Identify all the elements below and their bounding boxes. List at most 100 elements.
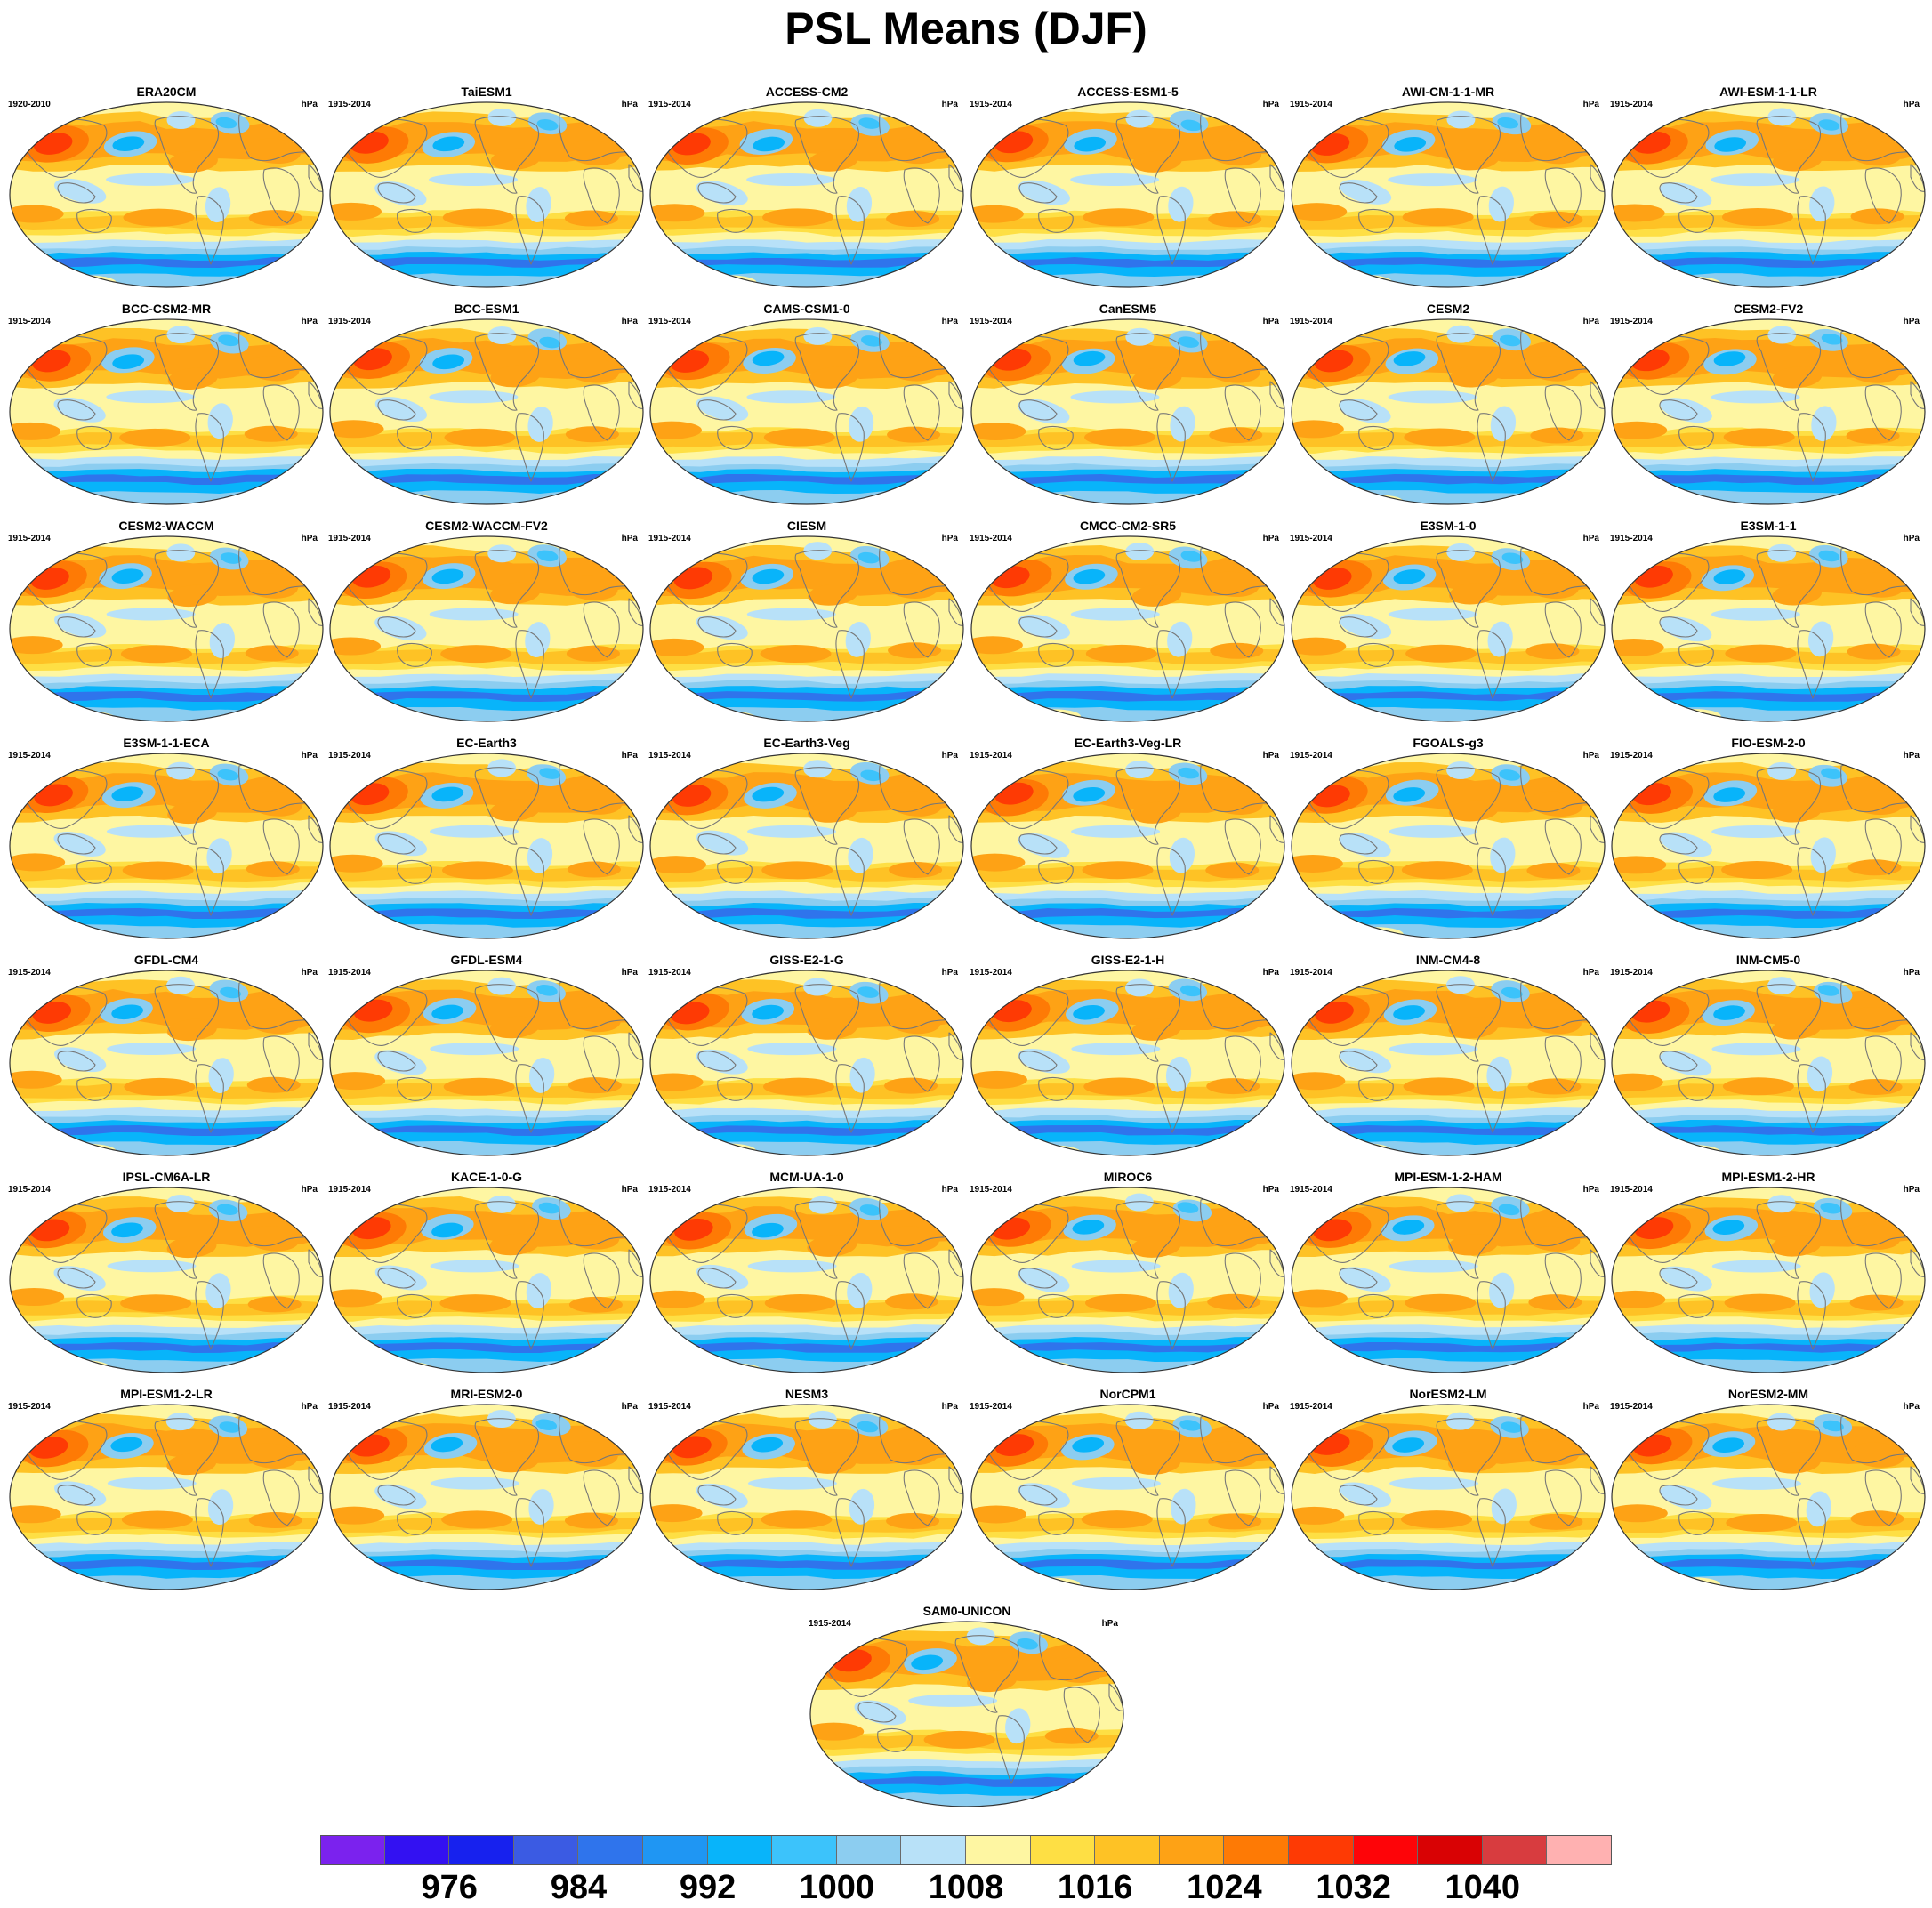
map-panel: BCC-ESM1 1915-2014 hPa bbox=[326, 302, 647, 508]
panel-years: 1915-2014 bbox=[970, 534, 1012, 543]
panel-title: EC-Earth3-Veg bbox=[763, 736, 850, 750]
panel-units: hPa bbox=[1903, 751, 1920, 761]
psl-map bbox=[1611, 318, 1926, 505]
panel-years: 1915-2014 bbox=[1610, 317, 1653, 326]
panel-title: CESM2-WACCM-FV2 bbox=[425, 519, 548, 533]
colorbar-swatch bbox=[1030, 1835, 1096, 1865]
psl-map bbox=[9, 970, 324, 1156]
panel-years: 1915-2014 bbox=[970, 100, 1012, 109]
colorbar-swatch bbox=[578, 1835, 643, 1865]
map-panel: MPI-ESM1-2-HR 1915-2014 hPa bbox=[1608, 1170, 1928, 1376]
psl-map bbox=[970, 1187, 1285, 1373]
panel-title: FIO-ESM-2-0 bbox=[1731, 736, 1806, 750]
panel-units: hPa bbox=[301, 1402, 318, 1412]
panel-title: CESM2-FV2 bbox=[1733, 302, 1804, 316]
colorbar-tick-label: 1032 bbox=[1316, 1869, 1391, 1906]
psl-map bbox=[1611, 535, 1926, 722]
map-panel: GFDL-ESM4 1915-2014 hPa bbox=[326, 953, 647, 1159]
map-panel: NESM3 1915-2014 hPa bbox=[647, 1387, 967, 1593]
panel-title: NorESM2-MM bbox=[1727, 1387, 1809, 1401]
psl-map bbox=[1611, 753, 1926, 939]
panel-years: 1915-2014 bbox=[328, 534, 371, 543]
panel-title: MCM-UA-1-0 bbox=[769, 1170, 844, 1184]
panel-title: MIROC6 bbox=[1103, 1170, 1153, 1184]
panel-units: hPa bbox=[621, 1185, 638, 1195]
panel-title: NorCPM1 bbox=[1099, 1387, 1156, 1401]
map-panel: CESM2 1915-2014 hPa bbox=[1288, 302, 1608, 508]
psl-map bbox=[9, 101, 324, 288]
panel-title: CESM2-WACCM bbox=[118, 519, 214, 533]
psl-map bbox=[329, 535, 644, 722]
psl-map bbox=[329, 318, 644, 505]
panel-years: 1915-2014 bbox=[970, 968, 1012, 978]
panel-years: 1915-2014 bbox=[8, 751, 51, 761]
panel-title: AWI-ESM-1-1-LR bbox=[1719, 85, 1817, 99]
panel-units: hPa bbox=[1582, 100, 1599, 109]
map-panel: EC-Earth3 1915-2014 hPa bbox=[326, 736, 647, 942]
colorbar-swatch bbox=[1353, 1835, 1419, 1865]
colorbar-tick-label: 1016 bbox=[1057, 1869, 1133, 1906]
colorbar-tick-label: 1040 bbox=[1445, 1869, 1521, 1906]
panel-title: ACCESS-CM2 bbox=[765, 85, 849, 99]
psl-map bbox=[1611, 1187, 1926, 1373]
panel-units: hPa bbox=[1262, 534, 1279, 543]
panel-years: 1915-2014 bbox=[1290, 751, 1332, 761]
panel-title: E3SM-1-0 bbox=[1420, 519, 1477, 533]
colorbar-swatch bbox=[449, 1835, 514, 1865]
panel-units: hPa bbox=[1582, 1402, 1599, 1412]
panel-years: 1915-2014 bbox=[1290, 534, 1332, 543]
map-panel: INM-CM5-0 1915-2014 hPa bbox=[1608, 953, 1928, 1159]
panel-years: 1915-2014 bbox=[328, 1185, 371, 1195]
map-panel: ACCESS-ESM1-5 1915-2014 hPa bbox=[968, 85, 1288, 291]
map-panel: EC-Earth3-Veg-LR 1915-2014 hPa bbox=[968, 736, 1288, 942]
panel-units: hPa bbox=[1262, 968, 1279, 978]
colorbar-swatch bbox=[1482, 1835, 1548, 1865]
panel-years: 1915-2014 bbox=[8, 968, 51, 978]
map-panel: IPSL-CM6A-LR 1915-2014 hPa bbox=[6, 1170, 326, 1376]
map-panel: MPI-ESM-1-2-HAM 1915-2014 hPa bbox=[1288, 1170, 1608, 1376]
panel-units: hPa bbox=[1903, 317, 1920, 326]
psl-map bbox=[970, 1404, 1285, 1590]
psl-map bbox=[1291, 101, 1606, 288]
panel-years: 1915-2014 bbox=[1610, 751, 1653, 761]
panel-title: CAMS-CSM1-0 bbox=[763, 302, 850, 316]
panel-title: CMCC-CM2-SR5 bbox=[1079, 519, 1177, 533]
colorbar-swatch bbox=[1547, 1835, 1612, 1865]
panel-units: hPa bbox=[1903, 534, 1920, 543]
panel-years: 1915-2014 bbox=[648, 1402, 691, 1412]
panel-years: 1915-2014 bbox=[970, 317, 1012, 326]
psl-map bbox=[649, 318, 964, 505]
psl-map bbox=[9, 753, 324, 939]
panel-years: 1915-2014 bbox=[970, 751, 1012, 761]
map-panel: CESM2-FV2 1915-2014 hPa bbox=[1608, 302, 1928, 508]
panel-title: E3SM-1-1-ECA bbox=[123, 736, 210, 750]
psl-map bbox=[649, 1187, 964, 1373]
panel-units: hPa bbox=[621, 1402, 638, 1412]
map-panel: MIROC6 1915-2014 hPa bbox=[968, 1170, 1288, 1376]
panel-units: hPa bbox=[301, 317, 318, 326]
colorbar-swatch bbox=[1289, 1835, 1354, 1865]
page-title: PSL Means (DJF) bbox=[785, 4, 1147, 53]
psl-map bbox=[809, 1621, 1124, 1807]
map-panel-grid: ERA20CM 1920-2010 hPa TaiESM1 1915-2014 hPa AC… bbox=[6, 85, 1928, 1807]
panel-title: GISS-E2-1-G bbox=[769, 953, 844, 967]
panel-title: E3SM-1-1 bbox=[1740, 519, 1797, 533]
panel-units: hPa bbox=[301, 534, 318, 543]
panel-title: NESM3 bbox=[785, 1387, 829, 1401]
psl-map bbox=[329, 1404, 644, 1590]
panel-years: 1915-2014 bbox=[648, 317, 691, 326]
map-panel: CESM2-WACCM 1915-2014 hPa bbox=[6, 519, 326, 725]
colorbar-labels: 976 984 992 1000 1008 1016 1024 1032 1040 bbox=[0, 1868, 1932, 1907]
map-panel: INM-CM4-8 1915-2014 hPa bbox=[1288, 953, 1608, 1159]
panel-years: 1915-2014 bbox=[1290, 1402, 1332, 1412]
panel-units: hPa bbox=[301, 968, 318, 978]
panel-units: hPa bbox=[1903, 1185, 1920, 1195]
psl-map bbox=[1291, 1187, 1606, 1373]
map-panel: CESM2-WACCM-FV2 1915-2014 hPa bbox=[326, 519, 647, 725]
panel-years: 1915-2014 bbox=[648, 534, 691, 543]
colorbar-swatch bbox=[1418, 1835, 1483, 1865]
map-panel: FGOALS-g3 1915-2014 hPa bbox=[1288, 736, 1608, 942]
map-panel: GISS-E2-1-H 1915-2014 hPa bbox=[968, 953, 1288, 1159]
colorbar-swatch bbox=[707, 1835, 773, 1865]
panel-units: hPa bbox=[941, 534, 958, 543]
